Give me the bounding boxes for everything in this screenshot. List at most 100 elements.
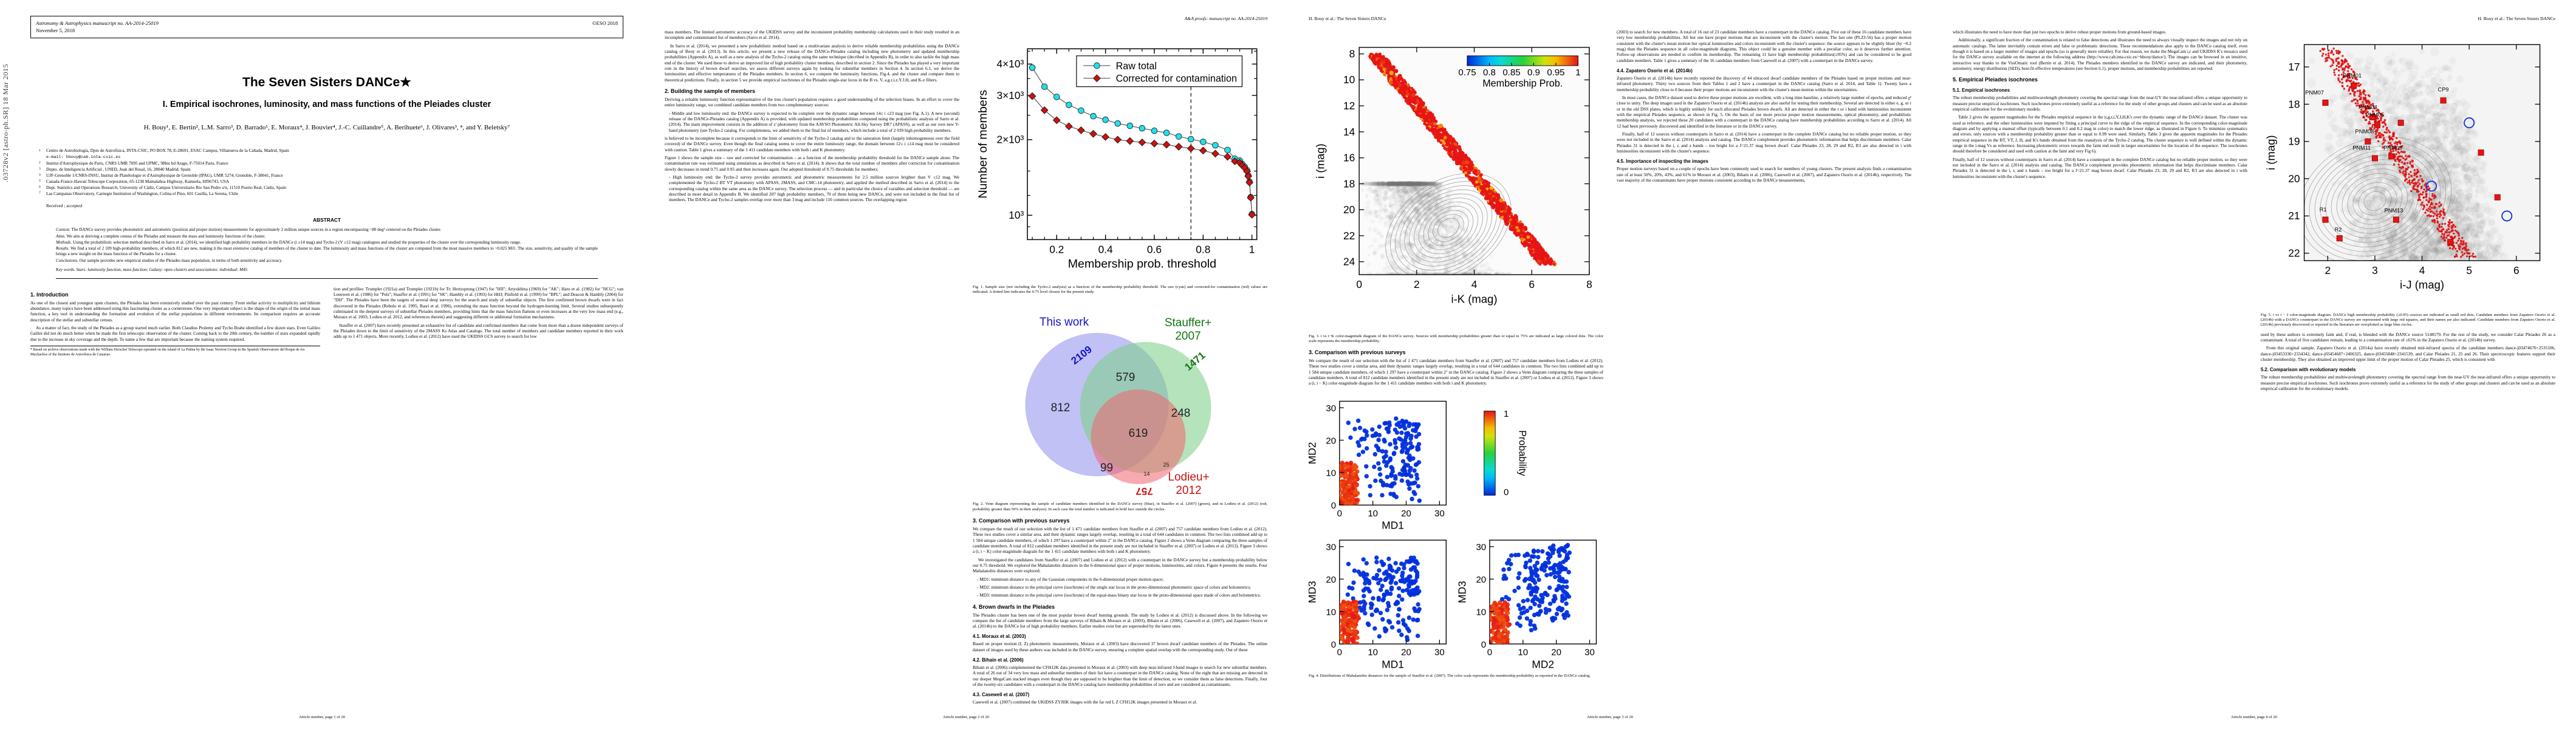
- figure-3-caption: Fig. 3. i vs i−K color-magnitude diagram…: [1309, 334, 1603, 343]
- email-address[interactable]: e-mail: hbouy@cab.inta-csic.es: [46, 154, 121, 160]
- figure-4-caption: Fig. 4. Distributions of Mahalanobis dis…: [1309, 673, 1591, 678]
- divider: [56, 278, 598, 279]
- svg-text:30: 30: [1434, 508, 1445, 519]
- abstract-label: Aims.: [56, 233, 66, 239]
- figure-3-cmd: 8 10 12 14 16 18 20 22 24 0 2 4 6 8 i-K (mag) i (mag) 0.…: [1309, 29, 1603, 331]
- paragraph: (2003) to search for new members. A tota…: [1617, 29, 1911, 63]
- svg-text:10: 10: [1326, 607, 1336, 617]
- paragraph: used by these authors is extremely faint…: [2261, 331, 2555, 343]
- svg-text:Membership Prob.: Membership Prob.: [1482, 78, 1563, 89]
- paragraph: Proper motion surveys based on a couple …: [1617, 166, 1911, 183]
- running-head-text: H. Bouy et al.: The Seven Sisters DANCe: [1309, 16, 1386, 21]
- affiliation-text: UJF-Grenoble 1/CNRS-INSU, Institut de Pl…: [46, 173, 283, 178]
- figure-1-caption: Fig. 1. Sample size (not including the T…: [973, 284, 1267, 294]
- abstract-text: Using the probabilistic selection method…: [72, 239, 521, 245]
- paragraph: In Sarro et al. (2014), we presented a n…: [665, 43, 960, 83]
- running-head-text: H. Bouy et al.: The Seven Sisters DANCe: [2478, 16, 2555, 21]
- venn-region-619: 619: [1129, 427, 1148, 440]
- abstract-context: Context. The DANCe survey provides photo…: [56, 227, 598, 233]
- svg-text:1: 1: [1575, 67, 1580, 78]
- svg-text:10³: 10³: [1009, 209, 1024, 221]
- article-number: Article number, page 3 of 20: [1587, 715, 1633, 719]
- venn-label-this-work: This work: [1040, 316, 1089, 329]
- page1-col-2: tion and profiles: Trumpler (1921a) and …: [334, 286, 623, 358]
- page2-columns: mass members. The limited astrometric ac…: [665, 29, 1267, 708]
- svg-text:Corrected for contamination: Corrected for contamination: [1116, 74, 1237, 84]
- affiliations: 1 Centro de Astrobiología, Dpto de Astrof…: [39, 148, 289, 196]
- article-number: Article number, page 2 of 20: [943, 715, 989, 719]
- paragraph: The Pleiades cluster has been one of the…: [973, 612, 1267, 629]
- paragraph: Finally, half of 12 sources without coun…: [1617, 131, 1911, 154]
- svg-text:4: 4: [1471, 278, 1478, 290]
- arxiv-stamp: .03728v2 [astro-ph.SR] 18 Mar 2015: [1, 64, 10, 182]
- section-4-4-heading: 4.4. Zapatero Osorio et al. (2014b): [1617, 67, 1693, 74]
- figure-5-svg: PNM01PNM07 CP9PNM04PNM05PNM08PNM11 PNM09R1…: [2264, 44, 2541, 291]
- bullet-item: - MD2: minimum distance to the principal…: [977, 584, 1252, 590]
- section-3-heading: 3. Comparison with previous surveys: [973, 517, 1070, 524]
- venn-region-25: 25: [1163, 462, 1169, 468]
- paragraph: tion and profiles: Trumpler (1921a) and …: [334, 286, 623, 320]
- page4-columns: which illustrates the need to have more …: [1953, 29, 2555, 394]
- abstract-label: Methods.: [56, 239, 72, 245]
- svg-text:Number of members: Number of members: [976, 90, 990, 199]
- venn-region-579: 579: [1116, 371, 1136, 384]
- venn-region-248: 248: [1171, 407, 1191, 420]
- figure-1-sample-size: 10³ 2×10³ 3×10³ 4×10³ 0.2 0.4 0.6 0.8 1 Raw total…: [973, 29, 1267, 282]
- running-head: H. Bouy et al.: The Seven Sisters DANCe: [1953, 16, 2555, 24]
- svg-text:0: 0: [1337, 647, 1342, 657]
- abstract-methods: Methods. Using the probabilistic selecti…: [56, 240, 598, 245]
- svg-text:18: 18: [1343, 177, 1355, 190]
- svg-text:10: 10: [1326, 468, 1336, 479]
- svg-text:8: 8: [1586, 278, 1592, 290]
- section-5-heading: 5. Empirical Pleiades isochrones: [1953, 77, 2038, 83]
- figure-2-venn-diagram: This work 2109 Stauffer+ 2007 1471 Lodie…: [973, 298, 1267, 499]
- paragraph: We compare the result of our selection w…: [973, 525, 1267, 555]
- svg-text:0.8: 0.8: [1196, 243, 1210, 255]
- section-4-5-heading: 4.5. Importance of inspecting the images: [1617, 159, 1708, 165]
- keywords: Key words. Stars: luminosity function, m…: [56, 267, 248, 272]
- svg-text:0.95: 0.95: [1547, 67, 1564, 78]
- paragraph: From this original sample, Zapatero Osor…: [2261, 345, 2555, 363]
- venn-region-99: 99: [1100, 462, 1113, 474]
- venn-total-lodieu: 757: [1136, 485, 1153, 497]
- running-head-text: A&A proofs: manuscript no. AA-2014-25019: [1184, 16, 1267, 21]
- paragraph: Stauffer et al. (2007) have recently pre…: [334, 322, 623, 340]
- figure-5-caption: Fig. 5. i vs i − J color-magnitude diagr…: [2261, 312, 2555, 327]
- abstract-text: We aim at deriving a complete census of …: [65, 233, 265, 239]
- svg-text:0.6: 0.6: [1147, 243, 1162, 255]
- paragraph: mass members. The limited astrometric ac…: [665, 29, 959, 41]
- figure-1-svg: 10³ 2×10³ 3×10³ 4×10³ 0.2 0.4 0.6 0.8 1 Raw total…: [976, 48, 1258, 271]
- svg-text:14: 14: [1343, 126, 1355, 138]
- article-number: Article number, page 1 of 20: [299, 715, 345, 719]
- svg-text:20: 20: [1401, 647, 1411, 657]
- running-head: A&A proofs: manuscript no. AA-2014-25019: [665, 16, 1267, 24]
- paragraph: Figure 1 shows the sample size – raw and…: [665, 154, 959, 172]
- running-head: H. Bouy et al.: The Seven Sisters DANCe: [1309, 16, 1911, 24]
- abstract-label: Results.: [56, 246, 70, 252]
- affiliation-text: Las Campanas Observatory, Carnegie Insti…: [46, 191, 239, 196]
- svg-text:1: 1: [1249, 243, 1255, 255]
- svg-text:2×10³: 2×10³: [997, 134, 1024, 146]
- page4-col-1: which illustrates the need to have more …: [1953, 29, 2247, 394]
- figure-4-mahalanobis: 0 0 10 10 20 20 30 30 MD1 MD2 0 0 10 10 20 20 30 30 MD1 MD3…: [1309, 390, 1603, 671]
- svg-text:0.85: 0.85: [1502, 67, 1520, 78]
- section-4-3-heading: 4.3. Casewell et al. (2007): [973, 692, 1030, 698]
- svg-text:0: 0: [1331, 501, 1336, 511]
- abstract-label: Context.: [56, 227, 70, 233]
- section-introduction-heading: 1. Introduction: [30, 291, 69, 298]
- svg-text:10: 10: [1343, 74, 1355, 86]
- affiliation-text: Canada-France-Hawaii Telescope Corporati…: [46, 179, 230, 184]
- svg-text:MD2: MD2: [1309, 442, 1318, 464]
- paragraph: which illustrates the need to have more …: [1953, 29, 2167, 35]
- svg-text:Raw total: Raw total: [1116, 61, 1157, 72]
- section-4-2-heading: 4.2. Bihain et al. (2006): [973, 657, 1024, 663]
- affiliation-text: Dept. Statistics and Operations Research…: [46, 185, 286, 190]
- section-2-heading: 2. Building the sample of members: [665, 87, 756, 94]
- paragraph: Additionally, a significant fraction of …: [1953, 37, 2247, 71]
- paragraph: As a matter of fact, the study of the Pl…: [30, 325, 320, 342]
- bullet-item: - High luminosity end: the Tycho-2 surve…: [669, 174, 959, 203]
- received-accepted: Received ; accepted: [46, 203, 83, 209]
- page2-col-2: 10³ 2×10³ 3×10³ 4×10³ 0.2 0.4 0.6 0.8 1 Raw total…: [973, 29, 1267, 708]
- bullet-item: - MD3: minimum distance to the principal…: [977, 592, 1261, 598]
